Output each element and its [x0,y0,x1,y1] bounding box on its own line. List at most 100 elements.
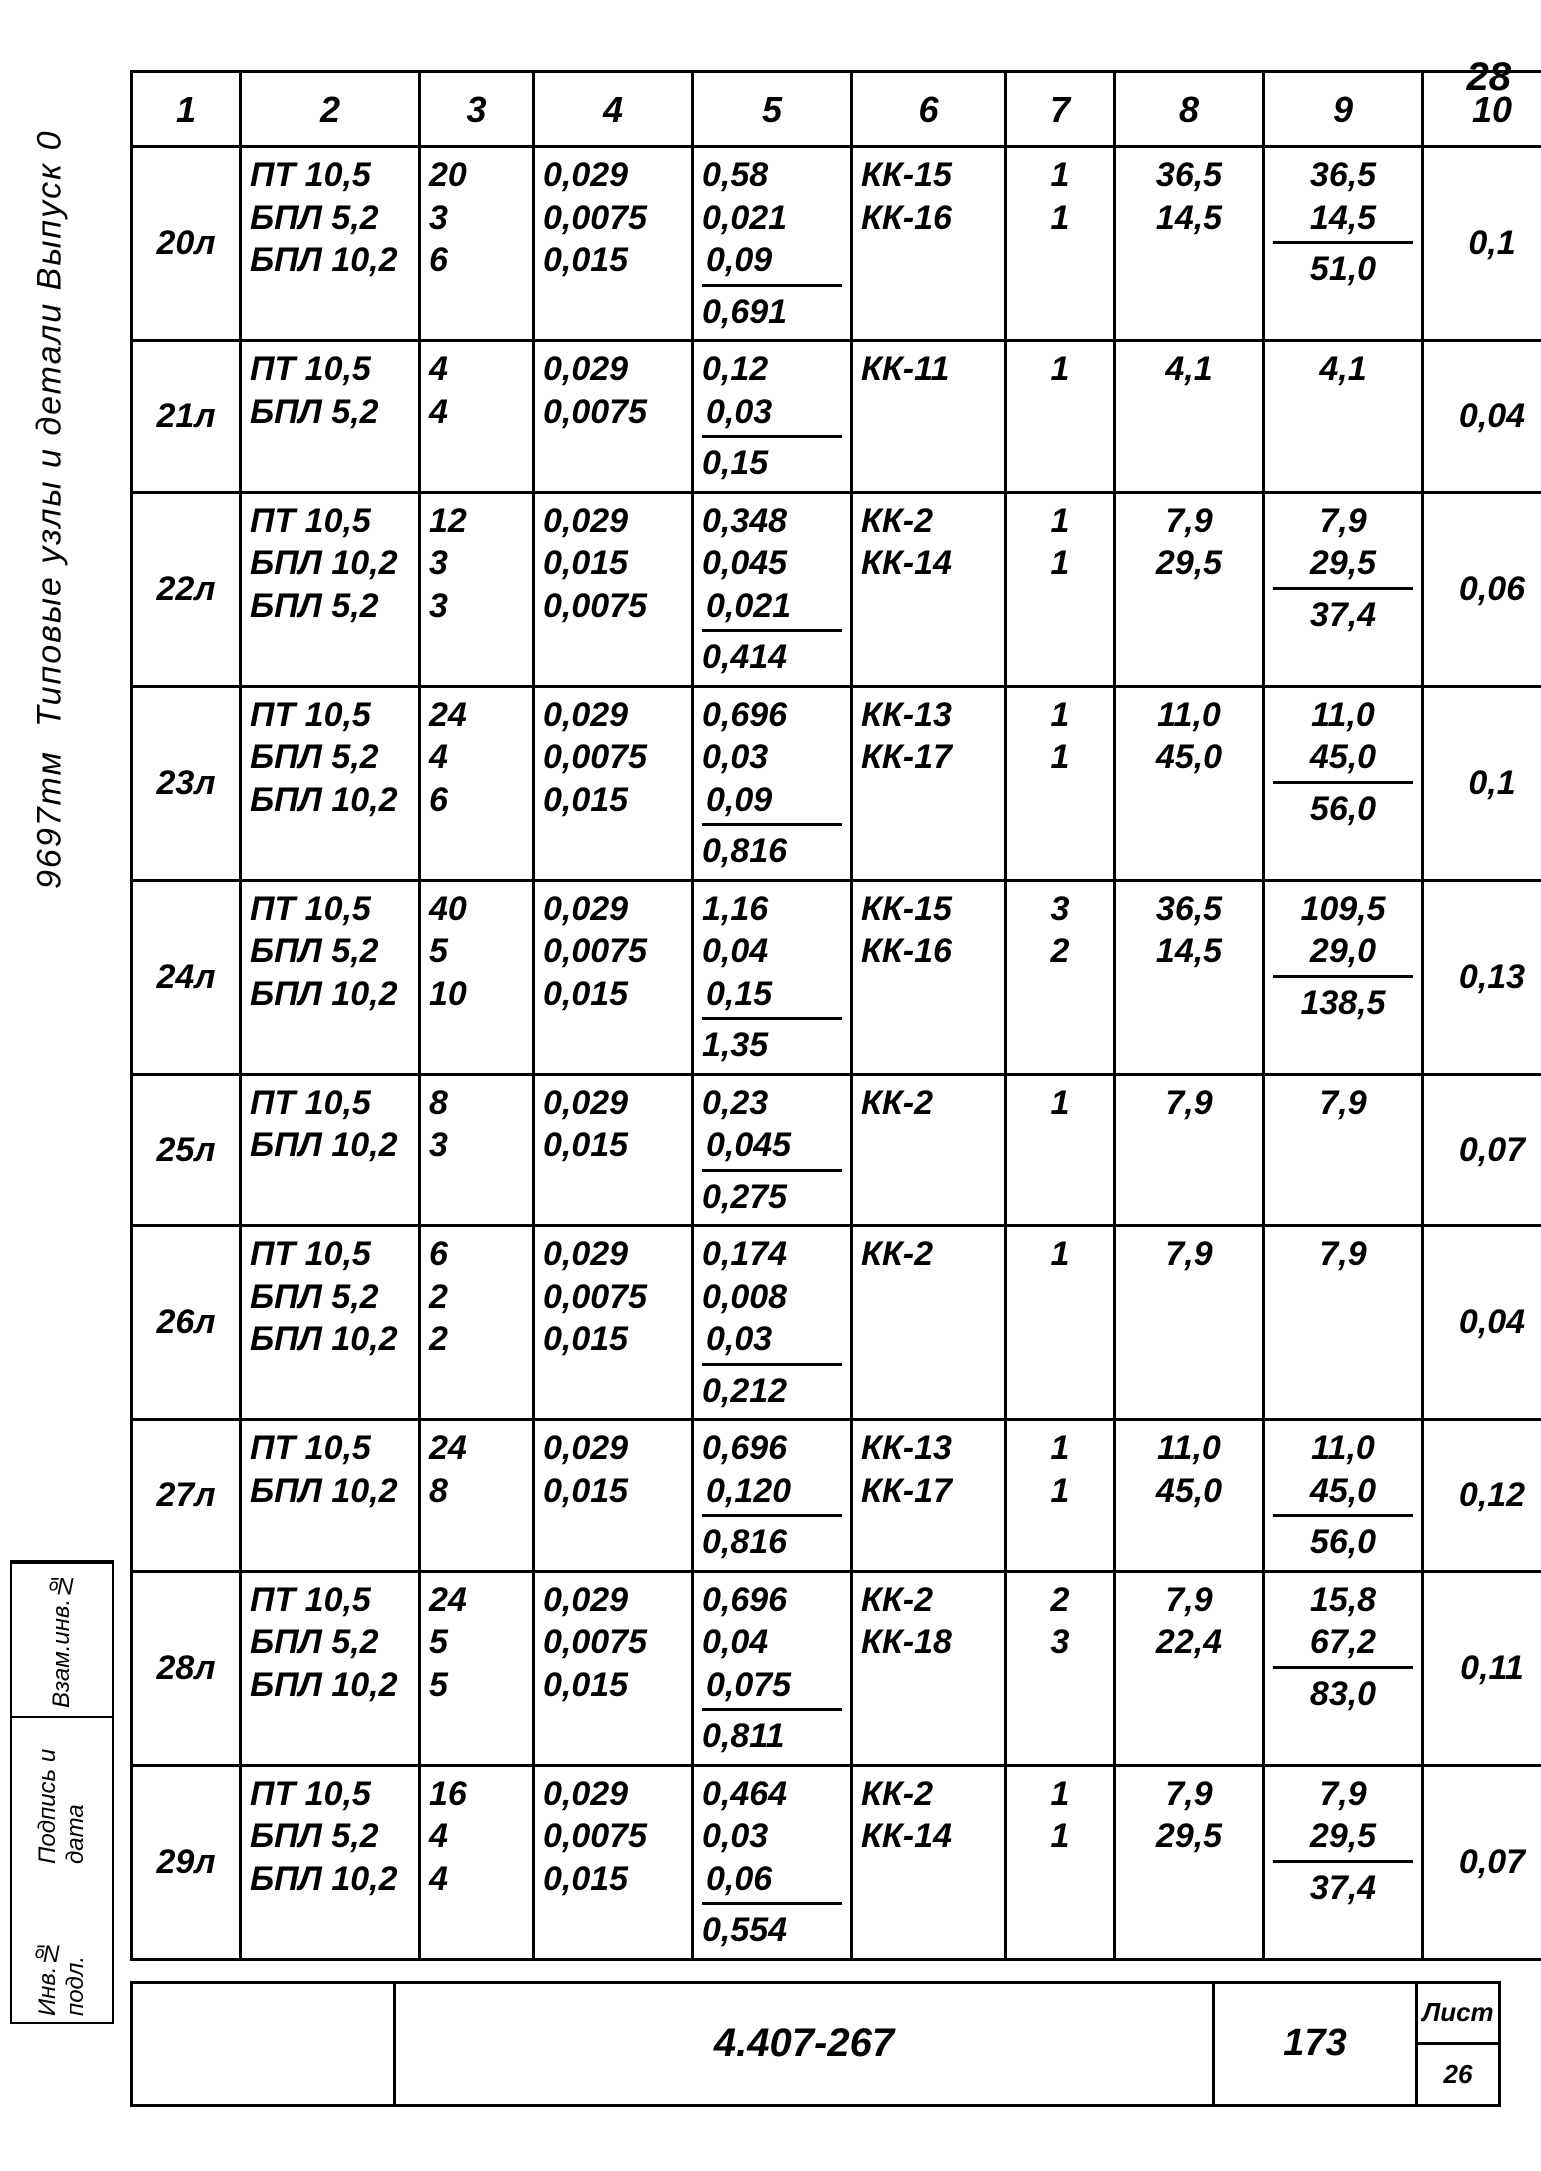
col-header: 3 [420,72,534,147]
cell-c9: 4,1 [1264,341,1423,493]
cell-c3: 2455 [420,1571,534,1765]
cell-c7: 11 [1006,492,1115,686]
col-header: 6 [852,72,1006,147]
cell-c10: 0,06 [1423,492,1541,686]
col-header: 1 [132,72,241,147]
cell-id: 24л [132,880,241,1074]
cell-c8: 11,045,0 [1115,1420,1264,1572]
cell-c4: 0,0290,00750,015 [534,686,693,880]
table-header: 1 2 3 4 5 6 7 8 9 10 [132,72,1541,147]
side-stamp-boxes: Взам.инв.№ Подпись и дата Инв.№ подл. [10,1560,114,2024]
cell-c8: 36,514,5 [1115,880,1264,1074]
cell-id: 26л [132,1226,241,1420]
cell-c6: КК-11 [852,341,1006,493]
cell-c7: 1 [1006,341,1115,493]
cell-c3: 2036 [420,147,534,341]
cell-c6: КК-15КК-16 [852,147,1006,341]
corner-box: Лист 26 [1418,1984,1498,2104]
corner-value: 26 [1418,2045,1498,2104]
cell-c4: 0,0290,00750,015 [534,147,693,341]
cell-c6: КК-13КК-17 [852,1420,1006,1572]
cell-c3: 83 [420,1074,534,1226]
cell-c8: 7,9 [1115,1226,1264,1420]
cell-c10: 0,07 [1423,1765,1541,1959]
table-row: 27лПТ 10,5БПЛ 10,22480,0290,0150,6960,12… [132,1420,1541,1572]
side-box-3: Инв.№ подл. [12,1870,112,2022]
col-header: 4 [534,72,693,147]
side-code: 9697тм [31,750,70,889]
cell-c5: 1,160,040,151,35 [693,880,852,1074]
cell-id: 22л [132,492,241,686]
cell-c2: ПТ 10,5БПЛ 5,2БПЛ 10,2 [241,880,420,1074]
cell-c2: ПТ 10,5БПЛ 5,2БПЛ 10,2 [241,147,420,341]
cell-c5: 0,6960,1200,816 [693,1420,852,1572]
cell-c2: ПТ 10,5БПЛ 5,2БПЛ 10,2 [241,1765,420,1959]
page-number-top: 28 [1467,55,1512,100]
cell-c4: 0,0290,015 [534,1074,693,1226]
cell-c10: 0,04 [1423,1226,1541,1420]
cell-id: 21л [132,341,241,493]
cell-c5: 0,1740,0080,030,212 [693,1226,852,1420]
side-box-2: Подпись и дата [12,1716,112,1870]
cell-c2: ПТ 10,5БПЛ 5,2БПЛ 10,2 [241,1571,420,1765]
cell-c2: ПТ 10,5БПЛ 5,2БПЛ 10,2 [241,1226,420,1420]
cell-c7: 11 [1006,686,1115,880]
cell-c6: КК-2КК-14 [852,492,1006,686]
cell-c7: 32 [1006,880,1115,1074]
table-row: 29лПТ 10,5БПЛ 5,2БПЛ 10,216440,0290,0075… [132,1765,1541,1959]
col-header: 5 [693,72,852,147]
cell-c8: 7,929,5 [1115,492,1264,686]
cell-c3: 622 [420,1226,534,1420]
cell-c3: 40510 [420,880,534,1074]
table-row: 23лПТ 10,5БПЛ 5,2БПЛ 10,224460,0290,0075… [132,686,1541,880]
cell-c9: 7,9 [1264,1226,1423,1420]
cell-c10: 0,07 [1423,1074,1541,1226]
cell-c9: 15,867,283,0 [1264,1571,1423,1765]
title-block: 4.407-267 173 Лист 26 [130,1981,1501,2107]
col-header: 2 [241,72,420,147]
data-table: 1 2 3 4 5 6 7 8 9 10 20лПТ 10,5БПЛ 5,2БП… [130,70,1541,1961]
cell-c8: 4,1 [1115,341,1264,493]
cell-c2: ПТ 10,5БПЛ 10,2БПЛ 5,2 [241,492,420,686]
cell-c4: 0,0290,0150,0075 [534,492,693,686]
cell-c5: 0,4640,030,060,554 [693,1765,852,1959]
cell-c7: 1 [1006,1074,1115,1226]
cell-c8: 36,514,5 [1115,147,1264,341]
col-header: 9 [1264,72,1423,147]
cell-c8: 7,922,4 [1115,1571,1264,1765]
cell-c9: 109,529,0138,5 [1264,880,1423,1074]
cell-c6: КК-15КК-16 [852,880,1006,1074]
cell-c5: 0,580,0210,090,691 [693,147,852,341]
cell-c3: 44 [420,341,534,493]
cell-c9: 7,929,537,4 [1264,492,1423,686]
cell-c10: 0,1 [1423,686,1541,880]
cell-c4: 0,0290,0075 [534,341,693,493]
cell-c6: КК-2КК-14 [852,1765,1006,1959]
cell-id: 20л [132,147,241,341]
corner-label: Лист [1418,1984,1498,2046]
cell-id: 25л [132,1074,241,1226]
table-row: 28лПТ 10,5БПЛ 5,2БПЛ 10,224550,0290,0075… [132,1571,1541,1765]
cell-c4: 0,0290,00750,015 [534,1226,693,1420]
table-row: 20лПТ 10,5БПЛ 5,2БПЛ 10,220360,0290,0075… [132,147,1541,341]
cell-c6: КК-13КК-17 [852,686,1006,880]
doc-number: 4.407-267 [396,1984,1215,2104]
table-row: 24лПТ 10,5БПЛ 5,2БПЛ 10,2405100,0290,007… [132,880,1541,1074]
cell-c5: 0,120,030,15 [693,341,852,493]
col-header: 7 [1006,72,1115,147]
side-label-text: Типовые узлы и детали Выпуск 0 [31,130,70,727]
cell-c8: 7,929,5 [1115,1765,1264,1959]
cell-c9: 11,045,056,0 [1264,686,1423,880]
cell-c4: 0,0290,00750,015 [534,1765,693,1959]
cell-c6: КК-2 [852,1074,1006,1226]
table-row: 26лПТ 10,5БПЛ 5,2БПЛ 10,26220,0290,00750… [132,1226,1541,1420]
title-block-blank [133,1984,396,2104]
cell-c7: 1 [1006,1226,1115,1420]
cell-id: 27л [132,1420,241,1572]
cell-c4: 0,0290,00750,015 [534,880,693,1074]
cell-c3: 1233 [420,492,534,686]
cell-c7: 11 [1006,1765,1115,1959]
cell-c7: 11 [1006,1420,1115,1572]
table-row: 21лПТ 10,5БПЛ 5,2440,0290,00750,120,030,… [132,341,1541,493]
cell-c9: 11,045,056,0 [1264,1420,1423,1572]
